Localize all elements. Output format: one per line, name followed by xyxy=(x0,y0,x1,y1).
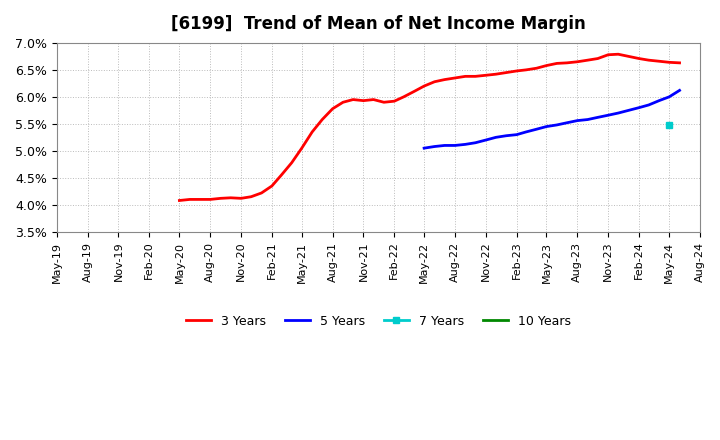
Line: 3 Years: 3 Years xyxy=(179,54,680,201)
Line: 5 Years: 5 Years xyxy=(424,90,680,148)
Legend: 3 Years, 5 Years, 7 Years, 10 Years: 3 Years, 5 Years, 7 Years, 10 Years xyxy=(181,310,575,333)
Title: [6199]  Trend of Mean of Net Income Margin: [6199] Trend of Mean of Net Income Margi… xyxy=(171,15,586,33)
